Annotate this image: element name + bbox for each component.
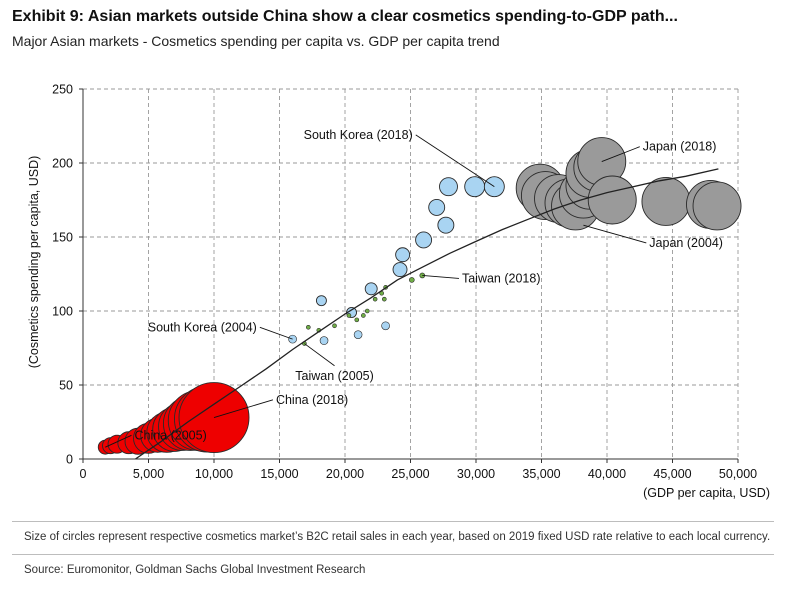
y-tick-label: 150 (52, 231, 73, 245)
trend-line-group (135, 168, 719, 460)
south_korea-bubble (437, 216, 455, 234)
annotation-leader (304, 343, 335, 367)
y-axis-label: (Cosmetics spending per capita, USD) (27, 156, 41, 369)
trend-line (135, 168, 719, 460)
chart-subtitle: Major Asian markets - Cosmetics spending… (12, 33, 500, 49)
footnote-circle-size: Size of circles represent respective cos… (24, 531, 771, 543)
south_korea-bubble (315, 295, 327, 307)
y-tick-label: 100 (52, 305, 73, 319)
bubble-chart: China (2005) China (2018) South Korea (200… (27, 83, 770, 501)
taiwan-bubble (364, 308, 370, 314)
annotation-label: Japan (2018) (643, 140, 717, 154)
south_korea-bubble (439, 177, 458, 197)
annotation-leader (259, 326, 293, 340)
x-tick-label: 50,000 (719, 467, 757, 481)
x-tick-label: 25,000 (391, 467, 429, 481)
annotations: China (2005) China (2018) South Korea (200… (105, 128, 723, 448)
south_korea-bubble (415, 231, 433, 249)
south_korea-bubble (392, 262, 408, 278)
taiwan-bubble (409, 277, 415, 283)
taiwan-bubble (381, 296, 387, 302)
x-tick-label: 15,000 (260, 467, 298, 481)
japan-bubble (692, 181, 742, 231)
x-tick-label: 0 (80, 467, 87, 481)
annotation-leader (415, 134, 495, 188)
source-divider (12, 554, 774, 555)
japan-bubble (587, 175, 637, 225)
annotation-leader (105, 434, 132, 448)
x-tick-label: 5,000 (133, 467, 164, 481)
annotation-label: Taiwan (2018) (462, 271, 541, 285)
taiwan-bubble (346, 313, 352, 318)
axes: 0 5,000 10,000 15,000 20,000 25,000 30,000 35,0… (27, 83, 770, 501)
taiwan-bubble (372, 296, 378, 302)
annotation-label: Taiwan (2005) (295, 369, 374, 383)
chart-title: Exhibit 9: Asian markets outside China s… (12, 8, 678, 25)
taiwan-bubble (354, 317, 360, 323)
annotation-leader (422, 275, 460, 279)
x-axis-label: (GDP per capita, USD) (643, 486, 770, 500)
south_korea-bubble (381, 321, 390, 331)
annotation-label: China (2005) (134, 428, 206, 442)
source-note: Source: Euromonitor, Goldman Sachs Globa… (24, 564, 366, 576)
x-tick-label: 45,000 (653, 467, 691, 481)
south_korea-bubble (395, 247, 411, 263)
south_korea-bubble (353, 330, 363, 339)
annotation-label: South Korea (2018) (304, 128, 413, 142)
x-tick-label: 20,000 (326, 467, 364, 481)
south_korea-bubble (319, 336, 329, 345)
south_korea-bubble (464, 176, 486, 198)
y-tick-label: 50 (59, 379, 73, 393)
x-tick-label: 30,000 (457, 467, 495, 481)
x-tick-label: 10,000 (195, 467, 233, 481)
x-tick-label: 40,000 (588, 467, 626, 481)
taiwan-bubble (306, 324, 311, 330)
annotation-label: South Korea (2004) (148, 320, 257, 334)
south_korea-bubble (364, 282, 378, 296)
annotation-leader (601, 146, 640, 162)
taiwan-bubble (361, 313, 366, 318)
y-tick-label: 250 (52, 83, 73, 97)
japan-bubble (641, 177, 691, 226)
annotation-leader (213, 399, 274, 418)
bubble-series (97, 137, 742, 455)
annotation-label: Japan (2004) (649, 236, 723, 250)
x-tick-label: 35,000 (522, 467, 560, 481)
note-divider (12, 521, 774, 522)
south_korea-bubble (428, 198, 446, 216)
annotation-leader (583, 224, 647, 244)
y-tick-label: 0 (66, 453, 73, 467)
annotation-label: China (2018) (276, 393, 348, 407)
y-tick-label: 200 (52, 157, 73, 171)
taiwan-bubble (332, 323, 337, 329)
